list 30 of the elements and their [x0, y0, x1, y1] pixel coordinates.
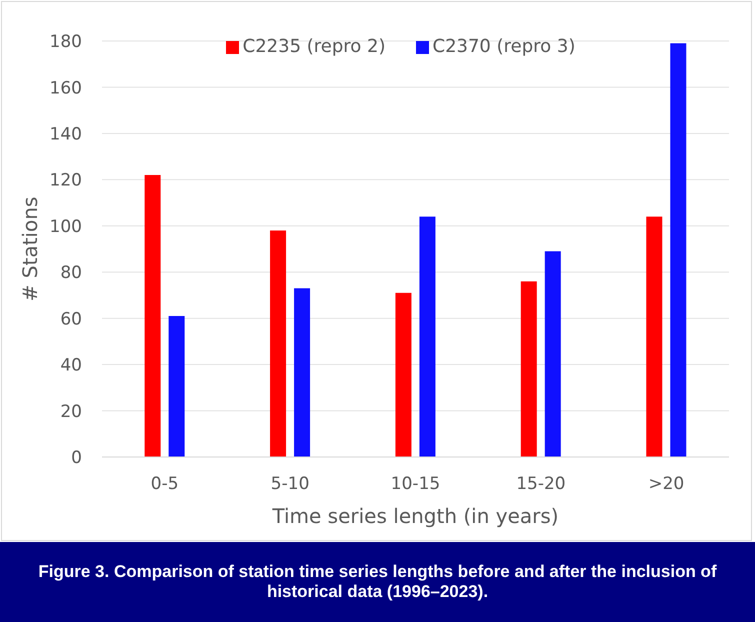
y-tick-label: 0	[71, 448, 82, 468]
bar	[294, 288, 310, 457]
bar	[419, 216, 436, 457]
y-tick-label: 180	[50, 32, 82, 52]
y-tick-label: 80	[60, 263, 82, 284]
legend-label: C2235 (repro 2)	[242, 36, 386, 57]
bar	[670, 43, 686, 457]
y-tick-label: 60	[60, 309, 82, 330]
x-tick-label: 0-5	[150, 474, 179, 494]
y-tick-label: 40	[60, 356, 82, 376]
y-tick-label: 100	[50, 216, 82, 237]
bar	[168, 316, 185, 457]
bar	[544, 251, 561, 457]
x-tick-label: >20	[648, 474, 684, 494]
legend-label: C2370 (repro 3)	[432, 36, 576, 57]
y-tick-label: 20	[60, 402, 82, 422]
y-tick-label: 120	[50, 170, 82, 191]
bar	[395, 292, 412, 457]
y-tick-label: 140	[50, 124, 82, 144]
bar	[520, 281, 537, 457]
bar	[144, 175, 161, 457]
y-tick-label: 160	[50, 78, 82, 98]
x-tick-label: 10-15	[390, 474, 440, 494]
bar	[646, 216, 662, 457]
y-axis-title: # Stations	[18, 196, 42, 302]
x-axis-title: Time series length (in years)	[271, 504, 559, 528]
x-tick-label: 5-10	[270, 474, 310, 494]
x-tick-label: 15-20	[516, 474, 566, 494]
caption: Figure 3. Comparison of station time series lengths before and after the inclusion of historical data (1996–2023).	[0, 542, 755, 622]
bar	[270, 230, 286, 457]
